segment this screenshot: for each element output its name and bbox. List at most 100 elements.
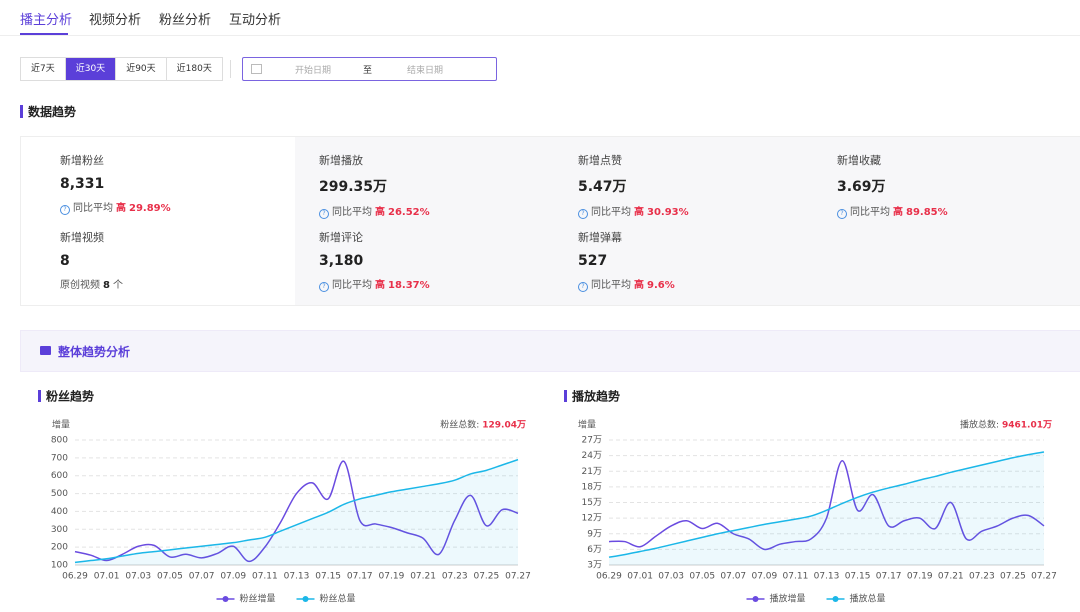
legend-label: 粉丝增量 <box>240 593 276 605</box>
x-tick-label: 07.19 <box>379 572 405 582</box>
range-button[interactable]: 近90天 <box>115 58 165 80</box>
x-tick-label: 07.01 <box>94 572 120 582</box>
panel-header: 整体趋势分析 <box>20 330 1080 372</box>
range-button[interactable]: 近30天 <box>64 58 116 80</box>
compare-text: 同比平均 <box>332 280 372 291</box>
x-tick-label: 06.29 <box>62 572 88 582</box>
tab[interactable]: 粉丝分析 <box>159 13 212 28</box>
stat-compare: ? 同比平均高 18.37% <box>319 276 430 292</box>
panel-icon <box>40 346 51 355</box>
x-tick-label: 07.03 <box>125 572 151 582</box>
x-tick-label: 07.07 <box>189 572 215 582</box>
stat-value: 8,331 <box>60 176 105 192</box>
compare-level: 高 <box>116 203 126 214</box>
total-value: 9461.01万 <box>1002 420 1052 431</box>
y-tick-label: 3万 <box>587 561 602 571</box>
y-axis-label: 增量 <box>52 419 70 431</box>
stat-value: 299.35万 <box>319 179 388 195</box>
y-tick-label: 6万 <box>587 545 602 555</box>
tab[interactable]: 播主分析 <box>20 13 73 28</box>
range-button[interactable]: 近7天 <box>31 64 55 74</box>
x-tick-label: 07.13 <box>814 572 840 582</box>
x-tick-label: 07.15 <box>315 572 341 582</box>
total-value: 129.04万 <box>482 420 526 431</box>
x-tick-label: 07.25 <box>473 572 499 582</box>
tab[interactable]: 互动分析 <box>229 13 282 28</box>
stat-compare: 原创视频 8 个 <box>60 276 123 291</box>
y-tick-label: 200 <box>51 543 68 553</box>
x-tick-label: 07.21 <box>410 572 436 582</box>
help-icon: ? <box>837 209 847 219</box>
help-icon: ? <box>319 282 329 292</box>
compare-change: 30.93% <box>647 207 689 218</box>
stat-compare: ? 同比平均高 9.6% <box>578 276 675 292</box>
series-line <box>74 458 519 564</box>
stat-value: 8 <box>60 253 70 269</box>
y-tick-label: 27万 <box>582 436 602 446</box>
stat-card: 新增播放 299.35万 ? 同比平均高 26.52% <box>319 152 430 219</box>
series-area <box>75 459 518 565</box>
x-tick-label: 07.23 <box>969 572 995 582</box>
x-tick-label: 07.11 <box>252 572 278 582</box>
compare-change: 29.89% <box>129 203 171 214</box>
section-title: 数据趋势 <box>28 105 77 119</box>
stat-label: 新增弹幕 <box>578 231 622 244</box>
total-label: 粉丝总数: <box>440 419 479 431</box>
stats-highlight <box>21 137 295 305</box>
x-tick-label: 06.29 <box>596 572 622 582</box>
stat-card: 新增视频 8 原创视频 8 个 <box>60 229 123 291</box>
legend-label: 粉丝总量 <box>320 593 356 605</box>
x-tick-label: 07.27 <box>505 572 531 582</box>
x-tick-label: 07.11 <box>783 572 809 582</box>
series-line <box>608 451 1045 558</box>
x-tick-label: 07.27 <box>1031 572 1057 582</box>
help-icon: ? <box>578 209 588 219</box>
compare-change: 26.52% <box>388 207 430 218</box>
y-tick-label: 700 <box>51 453 68 463</box>
x-tick-label: 07.09 <box>751 572 777 582</box>
chart-title-bar <box>564 390 567 402</box>
x-tick-label: 07.03 <box>658 572 684 582</box>
stat-label: 新增视频 <box>60 231 104 244</box>
x-tick-label: 07.23 <box>442 572 468 582</box>
stat-card: 新增粉丝 8,331? 同比平均高 29.89% <box>60 152 171 215</box>
x-tick-label: 07.09 <box>220 572 246 582</box>
stat-value: 3,180 <box>319 253 364 269</box>
stat-compare: ? 同比平均高 26.52% <box>319 203 430 219</box>
tab[interactable]: 视频分析 <box>89 13 142 28</box>
chart-title-bar <box>38 390 41 402</box>
stat-label: 新增播放 <box>319 154 363 167</box>
note-value: 8 <box>103 280 110 291</box>
stat-compare: ? 同比平均高 30.93% <box>578 203 689 219</box>
compare-level: 高 <box>375 280 385 291</box>
tab-indicator <box>20 33 68 35</box>
compare-change: 18.37% <box>388 280 430 291</box>
compare-level: 高 <box>634 207 644 218</box>
y-tick-label: 12万 <box>582 514 602 524</box>
x-tick-label: 07.07 <box>720 572 746 582</box>
help-icon: ? <box>60 205 70 215</box>
compare-level: 高 <box>634 280 644 291</box>
x-tick-label: 07.05 <box>689 572 715 582</box>
compare-text: 同比平均 <box>73 203 113 214</box>
x-tick-label: 07.13 <box>284 572 310 582</box>
y-tick-label: 400 <box>51 507 68 517</box>
stat-label: 新增收藏 <box>837 154 881 167</box>
note-unit: 个 <box>112 280 123 291</box>
y-tick-label: 600 <box>51 471 68 481</box>
stat-card: 新增收藏 3.69万? 同比平均高 89.85% <box>837 152 948 219</box>
date-picker[interactable]: 开始日期 至 结束日期 <box>242 57 497 81</box>
divider <box>230 60 231 78</box>
tab-divider <box>0 35 1080 36</box>
y-tick-label: 100 <box>51 561 68 571</box>
legend-dot <box>222 596 229 602</box>
help-icon: ? <box>319 209 329 219</box>
x-tick-label: 07.25 <box>1000 572 1026 582</box>
total-label: 播放总数: <box>960 419 999 431</box>
y-axis-label: 增量 <box>578 419 596 431</box>
range-button[interactable]: 近180天 <box>165 58 222 80</box>
y-tick-label: 15万 <box>582 498 602 508</box>
stat-card: 新增弹幕 527? 同比平均高 9.6% <box>578 229 675 292</box>
y-tick-label: 24万 <box>582 451 602 461</box>
